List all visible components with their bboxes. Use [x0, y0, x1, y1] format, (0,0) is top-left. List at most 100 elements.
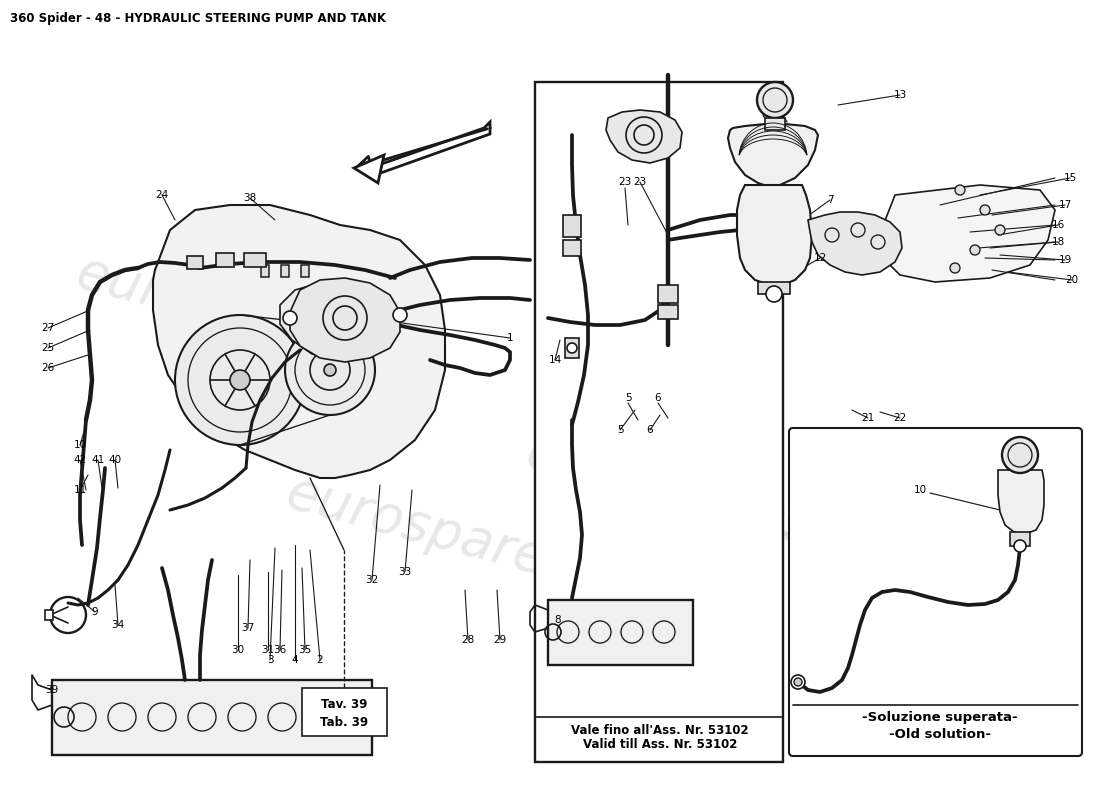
Text: 10: 10: [913, 485, 926, 495]
Circle shape: [970, 245, 980, 255]
Text: 2: 2: [317, 655, 323, 665]
Text: 6: 6: [654, 393, 661, 403]
Polygon shape: [737, 185, 812, 285]
Text: 19: 19: [1058, 255, 1071, 265]
Text: 360 Spider - 48 - HYDRAULIC STEERING PUMP AND TANK: 360 Spider - 48 - HYDRAULIC STEERING PUM…: [10, 12, 386, 25]
Text: 3: 3: [266, 655, 273, 665]
Text: 16: 16: [1052, 220, 1065, 230]
Polygon shape: [728, 124, 818, 187]
Text: Tav. 39: Tav. 39: [321, 698, 367, 710]
Text: -Soluzione superata-: -Soluzione superata-: [862, 711, 1018, 725]
Polygon shape: [808, 212, 902, 275]
Text: 41: 41: [91, 455, 104, 465]
Text: 33: 33: [398, 567, 411, 577]
Text: 29: 29: [494, 635, 507, 645]
Bar: [1010, 532, 1030, 546]
Text: 42: 42: [74, 455, 87, 465]
Text: 23: 23: [634, 177, 647, 187]
Text: 9: 9: [91, 607, 98, 617]
Text: eurospares: eurospares: [730, 486, 1030, 614]
Circle shape: [766, 286, 782, 302]
Text: 7: 7: [827, 195, 834, 205]
Text: 30: 30: [231, 645, 244, 655]
Bar: [45, 610, 53, 620]
Circle shape: [757, 82, 793, 118]
Text: 6: 6: [647, 425, 653, 435]
Text: 23: 23: [618, 177, 631, 187]
Text: 4: 4: [292, 655, 298, 665]
Circle shape: [283, 311, 297, 325]
Text: 20: 20: [1066, 275, 1079, 285]
Text: 35: 35: [298, 645, 311, 655]
Text: 5: 5: [625, 393, 631, 403]
Text: 31: 31: [262, 645, 275, 655]
Text: eurospares: eurospares: [70, 246, 370, 374]
Circle shape: [791, 675, 805, 689]
Text: 1: 1: [507, 333, 514, 343]
Text: 36: 36: [274, 645, 287, 655]
Bar: [565, 338, 579, 358]
FancyBboxPatch shape: [789, 428, 1082, 756]
Bar: [261, 265, 270, 277]
Text: 25: 25: [42, 343, 55, 353]
Bar: [52, 680, 372, 755]
Bar: [301, 265, 309, 277]
Text: 39: 39: [45, 685, 58, 695]
Bar: [563, 215, 581, 237]
Circle shape: [393, 308, 407, 322]
Circle shape: [996, 225, 1005, 235]
Bar: [535, 82, 783, 762]
Polygon shape: [606, 110, 682, 163]
Bar: [758, 282, 790, 294]
Bar: [280, 265, 289, 277]
Circle shape: [980, 205, 990, 215]
Text: 22: 22: [893, 413, 906, 423]
Circle shape: [794, 678, 802, 686]
Circle shape: [955, 185, 965, 195]
Text: eurospares: eurospares: [520, 426, 820, 554]
Bar: [658, 285, 678, 303]
Circle shape: [1014, 540, 1026, 552]
Text: 18: 18: [1052, 237, 1065, 247]
Polygon shape: [280, 283, 395, 358]
Bar: [563, 240, 581, 256]
Text: Vale fino all'Ass. Nr. 53102: Vale fino all'Ass. Nr. 53102: [571, 723, 749, 737]
Text: 40: 40: [109, 455, 122, 465]
Polygon shape: [290, 278, 400, 362]
Circle shape: [950, 263, 960, 273]
Text: 12: 12: [813, 253, 826, 263]
Bar: [764, 118, 785, 130]
Text: 10: 10: [74, 440, 87, 450]
Text: 32: 32: [365, 575, 378, 585]
Polygon shape: [882, 185, 1055, 282]
Text: 38: 38: [243, 193, 256, 203]
Text: 27: 27: [42, 323, 55, 333]
Text: 14: 14: [549, 355, 562, 365]
Circle shape: [566, 343, 578, 353]
Bar: [548, 600, 693, 665]
Polygon shape: [354, 155, 384, 183]
Polygon shape: [998, 470, 1044, 534]
Polygon shape: [370, 122, 490, 175]
Text: 11: 11: [74, 485, 87, 495]
Bar: [216, 253, 234, 267]
Text: 34: 34: [111, 620, 124, 630]
Text: 21: 21: [861, 413, 875, 423]
Bar: [302, 688, 387, 736]
Circle shape: [285, 325, 375, 415]
Bar: [658, 305, 678, 319]
Text: Tab. 39: Tab. 39: [320, 715, 368, 729]
Polygon shape: [153, 205, 446, 478]
Circle shape: [175, 315, 305, 445]
Text: 28: 28: [461, 635, 474, 645]
Circle shape: [1002, 437, 1038, 473]
Text: 17: 17: [1058, 200, 1071, 210]
Text: -Old solution-: -Old solution-: [889, 729, 991, 742]
Text: Valid till Ass. Nr. 53102: Valid till Ass. Nr. 53102: [583, 738, 737, 751]
Text: 13: 13: [893, 90, 906, 100]
Text: 5: 5: [617, 425, 624, 435]
Text: 37: 37: [241, 623, 254, 633]
Bar: [244, 253, 266, 267]
Text: 24: 24: [155, 190, 168, 200]
Text: 15: 15: [1064, 173, 1077, 183]
